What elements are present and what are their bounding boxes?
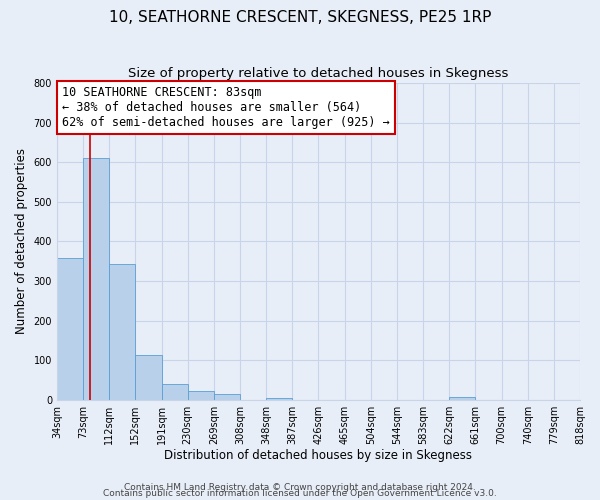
Bar — [136, 354, 161, 400]
Bar — [161, 384, 188, 400]
Bar — [83, 158, 109, 400]
Bar — [214, 394, 240, 400]
Text: Contains HM Land Registry data © Crown copyright and database right 2024.: Contains HM Land Registry data © Crown c… — [124, 484, 476, 492]
Text: 10, SEATHORNE CRESCENT, SKEGNESS, PE25 1RP: 10, SEATHORNE CRESCENT, SKEGNESS, PE25 1… — [109, 10, 491, 25]
Y-axis label: Number of detached properties: Number of detached properties — [15, 148, 28, 334]
Title: Size of property relative to detached houses in Skegness: Size of property relative to detached ho… — [128, 68, 509, 80]
X-axis label: Distribution of detached houses by size in Skegness: Distribution of detached houses by size … — [164, 450, 472, 462]
Bar — [188, 391, 214, 400]
Bar — [449, 397, 475, 400]
Bar — [109, 264, 136, 400]
Text: Contains public sector information licensed under the Open Government Licence v3: Contains public sector information licen… — [103, 490, 497, 498]
Text: 10 SEATHORNE CRESCENT: 83sqm
← 38% of detached houses are smaller (564)
62% of s: 10 SEATHORNE CRESCENT: 83sqm ← 38% of de… — [62, 86, 390, 129]
Bar — [57, 258, 83, 400]
Bar — [266, 398, 292, 400]
